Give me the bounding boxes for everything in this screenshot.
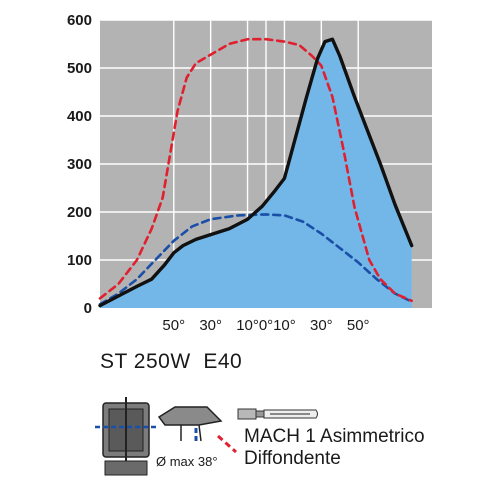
y-tick-label: 500 <box>67 60 92 77</box>
fixture-illustration <box>95 397 223 476</box>
x-tick-label: 30° <box>310 317 333 334</box>
y-tick-label: 200 <box>67 204 92 221</box>
optic-subtitle: Diffondente <box>244 448 341 469</box>
y-tick-label: 400 <box>67 108 92 125</box>
y-tick-label: 0 <box>84 300 92 317</box>
x-tick-label: 10° <box>236 317 259 334</box>
y-axis-ticks: 0 100 200 300 400 500 600 <box>67 12 92 317</box>
product-code: ST 250W E40 <box>100 350 243 373</box>
x-tick-label: 50° <box>347 317 370 334</box>
x-tick-label: 0° <box>259 317 273 334</box>
y-tick-label: 600 <box>67 12 92 29</box>
max-tilt-angle-label: Ø max 38° <box>156 454 218 469</box>
y-tick-label: 100 <box>67 252 92 269</box>
optic-name: MACH 1 Asimmetrico <box>244 426 425 447</box>
series-lines <box>98 37 414 308</box>
legend-line-marker <box>194 428 237 454</box>
x-tick-label: 50° <box>162 317 185 334</box>
x-tick-label: 10° <box>273 317 296 334</box>
x-axis-ticks: 50° 30° 10° 0° 10° 30° 50° <box>162 317 369 334</box>
photometric-chart: 0 100 200 300 400 500 600 50° 30° 10° 0° 10° 30° 50° <box>67 12 432 334</box>
lamp-icon <box>237 408 318 420</box>
series-line-blue-dashed <box>98 213 412 306</box>
series-line-red-dashed <box>98 37 413 303</box>
series-line-solid-black-filled <box>98 37 414 308</box>
x-tick-label: 30° <box>199 317 222 334</box>
y-tick-label: 300 <box>67 156 92 173</box>
